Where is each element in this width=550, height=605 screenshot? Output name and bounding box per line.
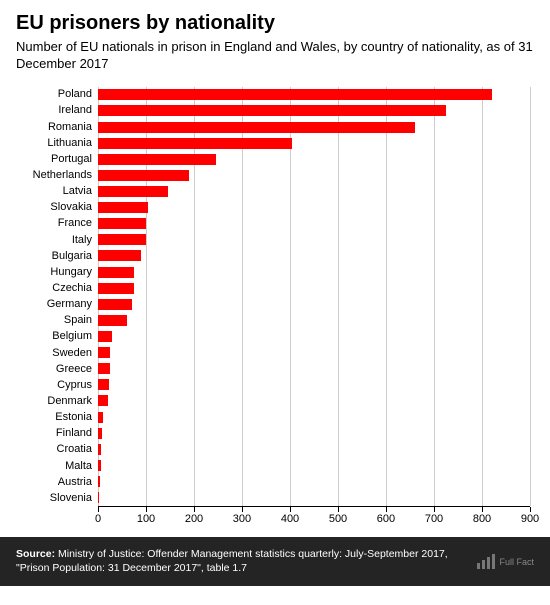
y-axis-label: Poland xyxy=(16,89,98,100)
source-text: Ministry of Justice: Offender Management… xyxy=(16,548,448,575)
y-axis-label: Hungary xyxy=(16,267,98,278)
y-axis-label: Finland xyxy=(16,428,98,439)
bar xyxy=(98,492,99,503)
y-axis-label: Cyprus xyxy=(16,380,98,391)
bar xyxy=(98,283,134,294)
bars-group xyxy=(98,87,530,506)
y-axis-label: Austria xyxy=(16,477,98,488)
y-axis-label: Netherlands xyxy=(16,170,98,181)
bar xyxy=(98,138,292,149)
bar xyxy=(98,331,112,342)
y-axis-label: Italy xyxy=(16,235,98,246)
bar xyxy=(98,347,110,358)
bar xyxy=(98,154,216,165)
grid-line xyxy=(242,87,243,506)
y-axis-label: Malta xyxy=(16,461,98,472)
bar xyxy=(98,267,134,278)
bar xyxy=(98,428,102,439)
grid-line xyxy=(482,87,483,506)
bar xyxy=(98,363,110,374)
y-axis-label: Germany xyxy=(16,299,98,310)
bar xyxy=(98,186,168,197)
bar xyxy=(98,460,101,471)
x-tick-label: 600 xyxy=(377,513,395,525)
x-tick-label: 200 xyxy=(185,513,203,525)
y-axis-label: Bulgaria xyxy=(16,251,98,262)
x-tick-label: 900 xyxy=(521,513,539,525)
x-tick-label: 800 xyxy=(473,513,491,525)
grid-line xyxy=(194,87,195,506)
y-axis-label: Greece xyxy=(16,364,98,375)
grid-line xyxy=(290,87,291,506)
y-axis-label: Sweden xyxy=(16,348,98,359)
bar xyxy=(98,202,148,213)
bar xyxy=(98,218,146,229)
y-axis-label: Estonia xyxy=(16,412,98,423)
x-tick-label: 300 xyxy=(233,513,251,525)
y-axis-label: France xyxy=(16,218,98,229)
y-axis-labels: Poland Ireland Romania Lithuania Portugal Net… xyxy=(16,87,98,507)
bar xyxy=(98,299,132,310)
bar xyxy=(98,315,127,326)
x-tick-label: 0 xyxy=(95,513,101,525)
bar xyxy=(98,234,146,245)
bar xyxy=(98,395,108,406)
brand-logo: Full Fact xyxy=(477,554,534,569)
x-tick-label: 400 xyxy=(281,513,299,525)
x-tick-label: 700 xyxy=(425,513,443,525)
x-tick-label: 500 xyxy=(329,513,347,525)
y-axis-label: Slovakia xyxy=(16,202,98,213)
grid-line xyxy=(338,87,339,506)
grid-line xyxy=(530,87,531,506)
y-axis-label: Belgium xyxy=(16,331,98,342)
source-line: Source: Ministry of Justice: Offender Ma… xyxy=(16,547,467,576)
y-axis-label: Croatia xyxy=(16,444,98,455)
y-axis-label: Lithuania xyxy=(16,138,98,149)
grid-line xyxy=(146,87,147,506)
y-axis-label: Czechia xyxy=(16,283,98,294)
chart-title: EU prisoners by nationality xyxy=(16,12,534,35)
grid-line xyxy=(434,87,435,506)
bar xyxy=(98,412,103,423)
source-label: Source: xyxy=(16,548,55,560)
y-axis-label: Romania xyxy=(16,122,98,133)
y-axis-label: Ireland xyxy=(16,105,98,116)
y-axis-label: Slovenia xyxy=(16,493,98,504)
y-axis-label: Latvia xyxy=(16,186,98,197)
bar xyxy=(98,105,446,116)
bar xyxy=(98,89,492,100)
bar xyxy=(98,250,141,261)
y-axis-label: Denmark xyxy=(16,396,98,407)
bar xyxy=(98,444,101,455)
bar xyxy=(98,170,189,181)
bar xyxy=(98,122,415,133)
footer: Source: Ministry of Justice: Offender Ma… xyxy=(0,537,550,586)
brand-text: Full Fact xyxy=(499,556,534,569)
chart-container: EU prisoners by nationality Number of EU… xyxy=(0,0,550,537)
bar xyxy=(98,476,100,487)
x-tick-label: 100 xyxy=(137,513,155,525)
y-axis-label: Portugal xyxy=(16,154,98,165)
plot-area xyxy=(98,87,530,507)
grid-line xyxy=(386,87,387,506)
y-axis-label: Spain xyxy=(16,315,98,326)
x-axis-ticks: 0100200300400500600700800900 xyxy=(98,507,530,537)
chart-subtitle: Number of EU nationals in prison in Engl… xyxy=(16,39,534,73)
bar xyxy=(98,379,109,390)
chart-area: Poland Ireland Romania Lithuania Portugal Net… xyxy=(16,87,534,537)
